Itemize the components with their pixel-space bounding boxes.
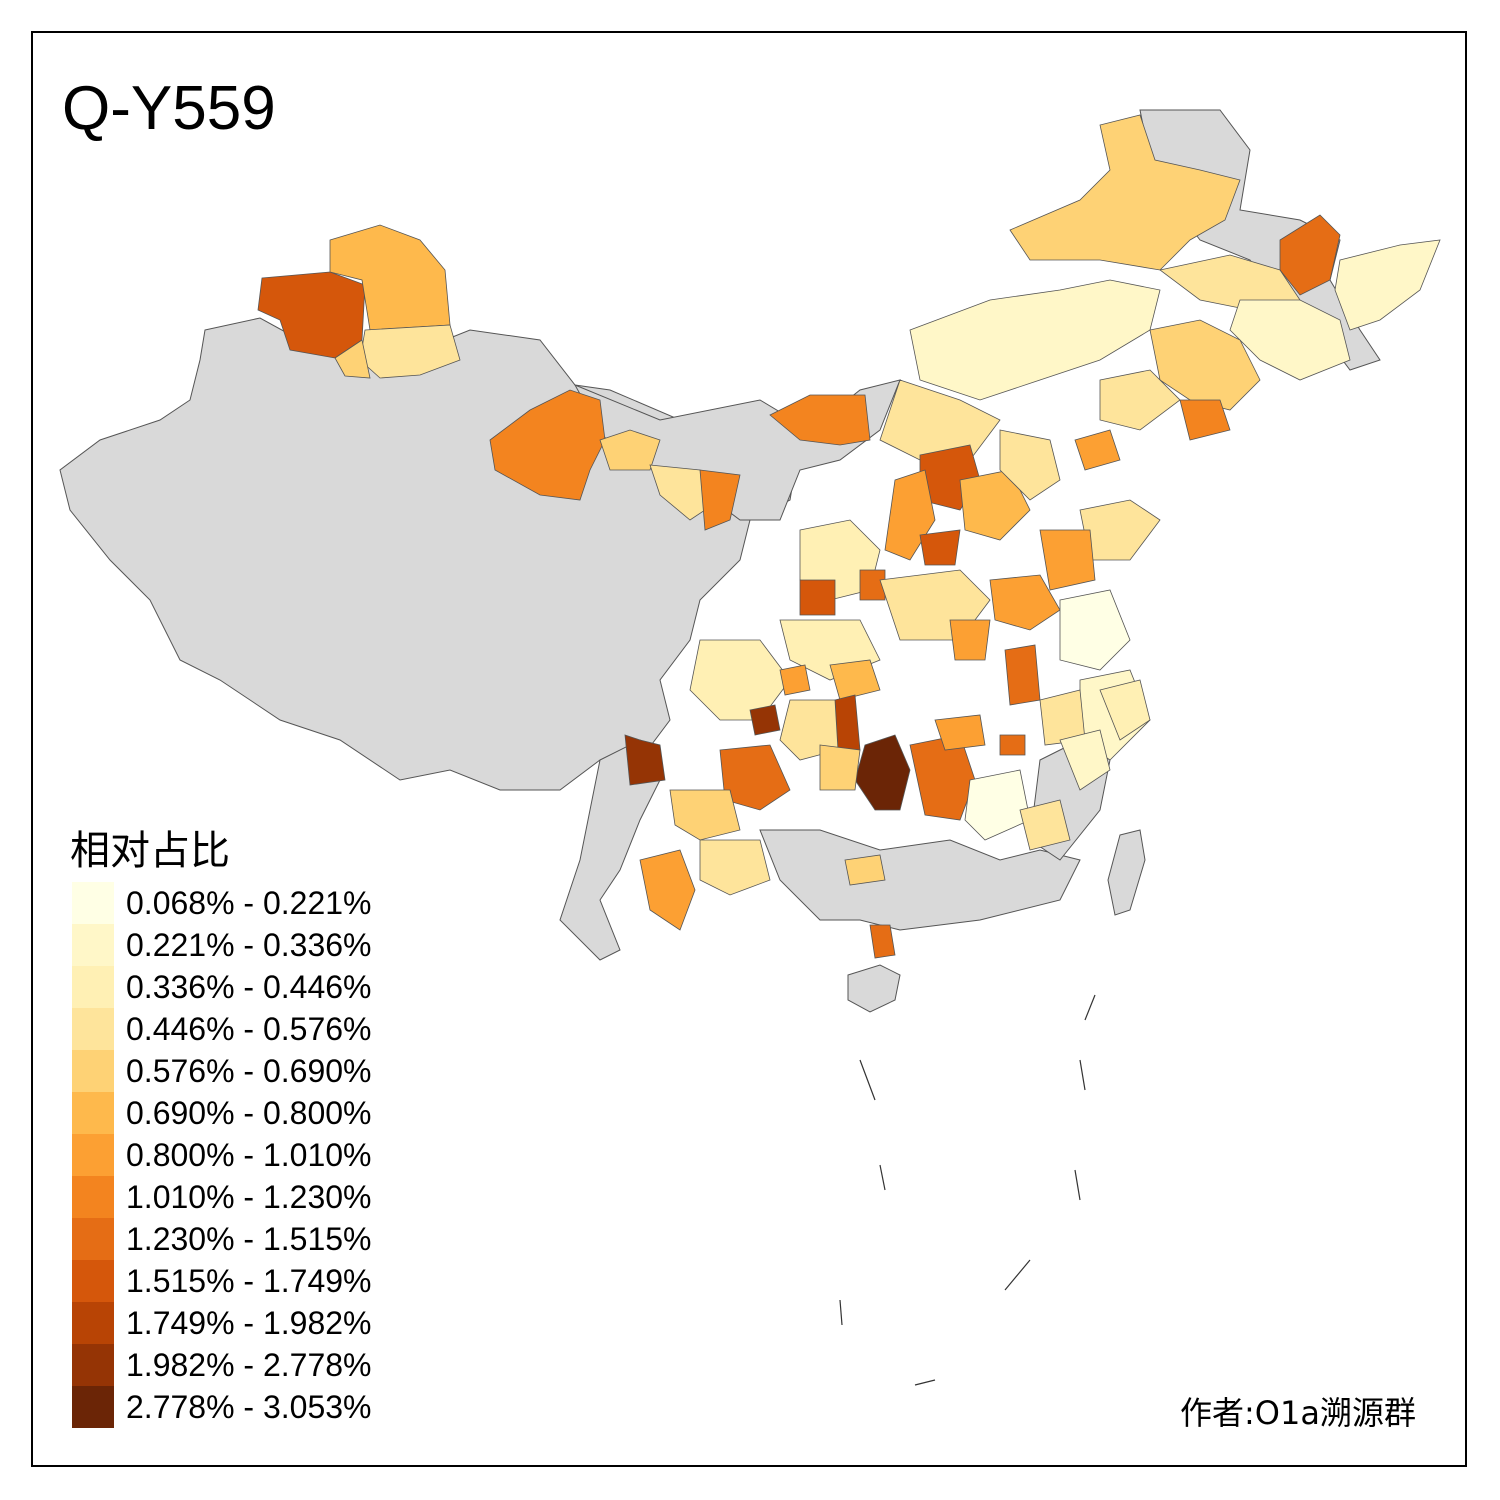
- legend-label: 0.690% - 0.800%: [126, 1094, 372, 1131]
- legend-item: 0.576% - 0.690%: [72, 1050, 372, 1092]
- legend-swatch: [72, 1260, 114, 1302]
- legend-label: 0.068% - 0.221%: [126, 884, 372, 921]
- legend-label: 0.336% - 0.446%: [126, 968, 372, 1005]
- legend-label: 1.982% - 2.778%: [126, 1346, 372, 1383]
- legend-item: 0.221% - 0.336%: [72, 924, 372, 966]
- legend-swatch: [72, 882, 114, 924]
- legend-item: 0.446% - 0.576%: [72, 1008, 372, 1050]
- legend-swatch: [72, 1176, 114, 1218]
- legend-swatch: [72, 1302, 114, 1344]
- legend-item: 0.336% - 0.446%: [72, 966, 372, 1008]
- map-title: Q-Y559: [62, 74, 276, 143]
- legend-swatch: [72, 1218, 114, 1260]
- legend-label: 1.515% - 1.749%: [126, 1262, 372, 1299]
- data-regions: [257, 114, 1441, 959]
- legend-label: 0.800% - 1.010%: [126, 1136, 372, 1173]
- legend-label: 0.446% - 0.576%: [126, 1010, 372, 1047]
- legend-item: 0.800% - 1.010%: [72, 1134, 372, 1176]
- legend-item: 1.982% - 2.778%: [72, 1344, 372, 1386]
- legend-label: 0.576% - 0.690%: [126, 1052, 372, 1089]
- legend-item: 2.778% - 3.053%: [72, 1386, 372, 1428]
- legend-swatch: [72, 1008, 114, 1050]
- legend-label: 0.221% - 0.336%: [126, 926, 372, 963]
- legend-swatch: [72, 1386, 114, 1428]
- legend-label: 1.230% - 1.515%: [126, 1220, 372, 1257]
- legend-swatch: [72, 1344, 114, 1386]
- south-sea-islands: [839, 994, 1096, 1386]
- legend-item: 1.749% - 1.982%: [72, 1302, 372, 1344]
- legend-title: 相对占比: [70, 828, 230, 874]
- legend-item: 0.068% - 0.221%: [72, 882, 372, 924]
- legend-item: 0.690% - 0.800%: [72, 1092, 372, 1134]
- legend-swatch: [72, 966, 114, 1008]
- legend-swatch: [72, 1134, 114, 1176]
- legend-item: 1.515% - 1.749%: [72, 1260, 372, 1302]
- legend-label: 1.749% - 1.982%: [126, 1304, 372, 1341]
- legend-label: 2.778% - 3.053%: [126, 1388, 372, 1425]
- legend-swatch: [72, 1050, 114, 1092]
- legend-item: 1.010% - 1.230%: [72, 1176, 372, 1218]
- legend-swatch: [72, 924, 114, 966]
- legend-item: 1.230% - 1.515%: [72, 1218, 372, 1260]
- legend-swatch: [72, 1092, 114, 1134]
- legend-label: 1.010% - 1.230%: [126, 1178, 372, 1215]
- legend: 0.068% - 0.221% 0.221% - 0.336% 0.336% - 0…: [72, 882, 372, 1428]
- author-credit: 作者:O1a溯源群: [1180, 1394, 1416, 1432]
- map-frame: [31, 31, 1467, 1467]
